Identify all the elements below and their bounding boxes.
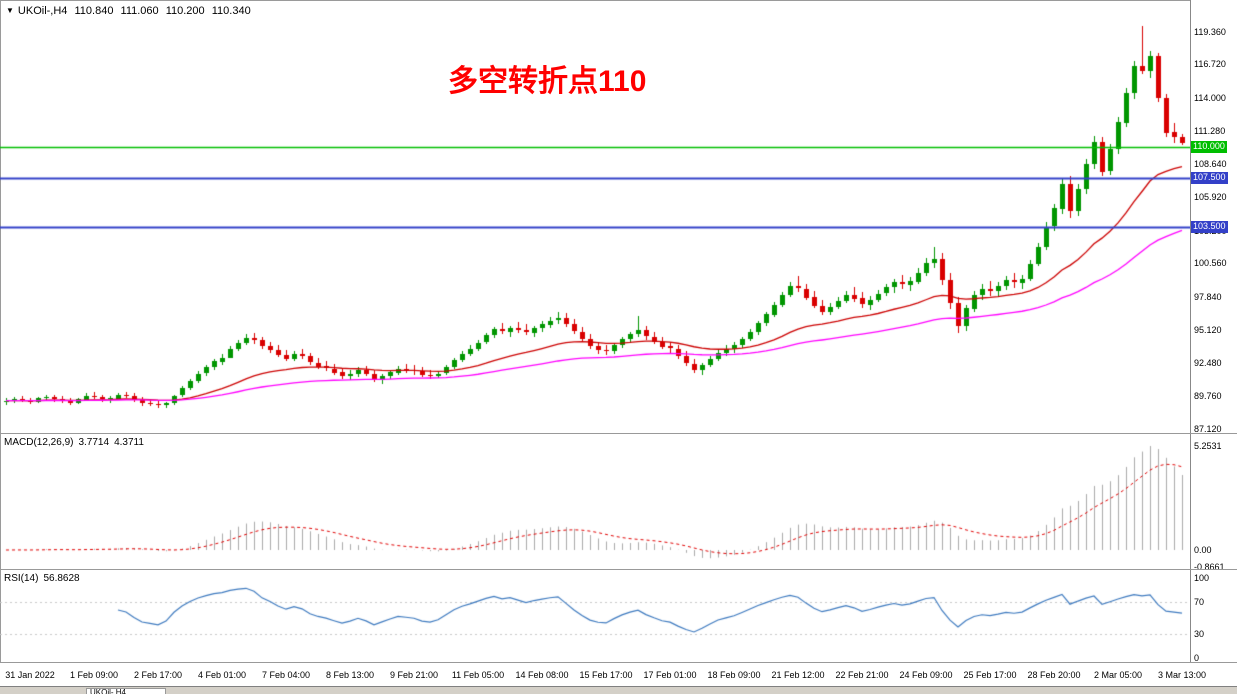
panel-separator-macd-rsi[interactable] xyxy=(0,569,1237,570)
macd-indicator-label: MACD(12,26,9) 3.7714 4.3711 xyxy=(4,437,149,448)
rsi-name: RSI(14) xyxy=(4,573,39,584)
time-tick: 8 Feb 13:00 xyxy=(325,670,375,680)
collapse-icon[interactable]: ▼ xyxy=(6,6,14,15)
time-tick: 15 Feb 17:00 xyxy=(579,670,633,680)
macd-name: MACD(12,26,9) xyxy=(4,437,74,448)
close-value: 110.340 xyxy=(211,5,251,17)
high-value: 111.060 xyxy=(120,5,159,17)
time-tick: 18 Feb 09:00 xyxy=(707,670,761,680)
price-tick: 114.000 xyxy=(1194,92,1226,103)
time-tick: 21 Feb 12:00 xyxy=(771,670,825,680)
time-tick: 4 Feb 01:00 xyxy=(197,670,247,680)
price-line-badge[interactable]: 103.500 xyxy=(1191,220,1228,233)
price-tick: 108.640 xyxy=(1194,158,1227,169)
time-tick: 11 Feb 05:00 xyxy=(451,670,505,680)
time-tick: 14 Feb 08:00 xyxy=(515,670,569,680)
macd-tick: 5.2531 xyxy=(1194,441,1222,451)
time-tick: 24 Feb 09:00 xyxy=(899,670,953,680)
time-tick: 9 Feb 21:00 xyxy=(389,670,439,680)
chart-tab[interactable]: UKOil-,H4 xyxy=(86,688,166,694)
low-value: 110.200 xyxy=(165,5,205,17)
time-tick: 17 Feb 01:00 xyxy=(643,670,697,680)
panel-separator-main-macd[interactable] xyxy=(0,433,1237,434)
price-tick: 119.360 xyxy=(1194,26,1226,37)
macd-main-value: 3.7714 xyxy=(78,437,110,448)
price-tick: 97.840 xyxy=(1194,291,1222,302)
price-tick: 105.920 xyxy=(1194,192,1227,203)
time-tick: 2 Feb 17:00 xyxy=(133,670,183,680)
price-tick: 92.480 xyxy=(1194,357,1222,368)
rsi-tick: 0 xyxy=(1194,653,1200,663)
macd-signal-value: 4.3711 xyxy=(114,437,144,448)
time-tick: 22 Feb 21:00 xyxy=(835,670,889,680)
price-tick: 87.120 xyxy=(1194,423,1222,434)
open-value: 110.840 xyxy=(74,5,114,17)
price-tick: 116.720 xyxy=(1194,59,1226,70)
time-tick: 3 Mar 13:00 xyxy=(1157,670,1207,680)
chart-tabs-bar: UKOil-,H4 xyxy=(0,686,1237,694)
chart-annotation-text: 多空转折点110 xyxy=(448,65,647,98)
rsi-tick: 70 xyxy=(1194,597,1205,607)
price-tick: 89.760 xyxy=(1194,391,1222,402)
price-line-badge[interactable]: 107.500 xyxy=(1191,171,1228,184)
rsi-indicator-label: RSI(14) 56.8628 xyxy=(4,573,85,584)
rsi-tick: 30 xyxy=(1194,629,1205,639)
symbol-ohlc-info: ▼ UKOil-,H4 110.840 111.060 110.200 110.3… xyxy=(6,5,255,17)
symbol-period-label: UKOil-,H4 xyxy=(17,5,68,17)
macd-tick: -0.8661 xyxy=(1194,562,1225,573)
macd-tick: 0.00 xyxy=(1194,545,1212,555)
panel-separator-rsi-time xyxy=(0,662,1237,663)
time-tick: 25 Feb 17:00 xyxy=(963,670,1017,680)
price-tick: 111.280 xyxy=(1194,126,1226,137)
time-tick: 2 Mar 05:00 xyxy=(1093,670,1143,680)
time-tick: 31 Jan 2022 xyxy=(5,670,55,680)
price-axis: 119.360 116.720 114.000 111.280 108.640 105.9… xyxy=(1190,0,1237,663)
time-axis: 31 Jan 2022 1 Feb 09:00 2 Feb 17:00 4 Feb 0… xyxy=(0,663,1237,686)
time-tick: 28 Feb 20:00 xyxy=(1027,670,1081,680)
price-tick: 95.120 xyxy=(1194,325,1222,336)
price-line-badge[interactable]: 110.000 xyxy=(1191,140,1227,153)
candlestick-chart-canvas[interactable] xyxy=(0,0,1190,663)
rsi-value: 56.8628 xyxy=(43,573,80,584)
time-tick: 1 Feb 09:00 xyxy=(69,670,119,680)
rsi-tick: 100 xyxy=(1194,573,1210,583)
time-tick: 7 Feb 04:00 xyxy=(261,670,311,680)
price-tick: 100.560 xyxy=(1194,258,1227,269)
